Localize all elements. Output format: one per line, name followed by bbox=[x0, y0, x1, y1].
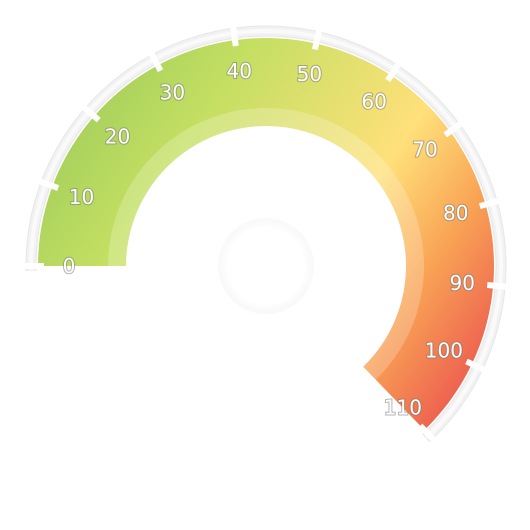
gauge-tick bbox=[311, 29, 323, 51]
gauge-tick-label: 40 bbox=[226, 59, 251, 83]
gauge-ticks bbox=[24, 25, 508, 443]
gauge-band-arc bbox=[38, 38, 494, 431]
gauge-tick bbox=[478, 197, 500, 210]
gauge-tick-label: 50 bbox=[297, 62, 322, 86]
gauge-rim bbox=[25, 25, 507, 443]
gauge-hub bbox=[218, 218, 314, 314]
gauge-tick bbox=[148, 51, 164, 73]
gauge-tick bbox=[81, 104, 101, 123]
gauge-inner-ring-arc bbox=[108, 108, 424, 380]
gauge-tick-labels: 0 10 20 30 40 50 60 70 80 90 100 110 bbox=[62, 58, 476, 421]
gauge-tick-label: 30 bbox=[160, 81, 185, 105]
gauge-tick-label: 100 bbox=[425, 339, 463, 363]
gauge-tick bbox=[385, 62, 402, 83]
gauge-tick-label: 110 bbox=[384, 396, 422, 420]
gauge-tick-label: 0 bbox=[63, 254, 76, 278]
gauge-tick-label: 60 bbox=[361, 89, 386, 113]
gauge-tick bbox=[443, 120, 464, 138]
gauge-tick bbox=[465, 358, 486, 373]
gauge-tick bbox=[486, 282, 508, 290]
gauge-color-band bbox=[38, 38, 494, 431]
gauge-tick-label: 70 bbox=[412, 138, 437, 162]
gauge-tick bbox=[38, 178, 60, 191]
gauge-inner-ring bbox=[108, 108, 424, 380]
gauge-tick bbox=[230, 25, 239, 47]
gauge-tick-label: 90 bbox=[450, 271, 475, 295]
gauge-tick bbox=[418, 423, 437, 443]
gauge-tick-label: 10 bbox=[69, 185, 94, 209]
gauge-tick-label: 20 bbox=[105, 125, 130, 149]
gauge-tick-label: 80 bbox=[443, 201, 468, 225]
